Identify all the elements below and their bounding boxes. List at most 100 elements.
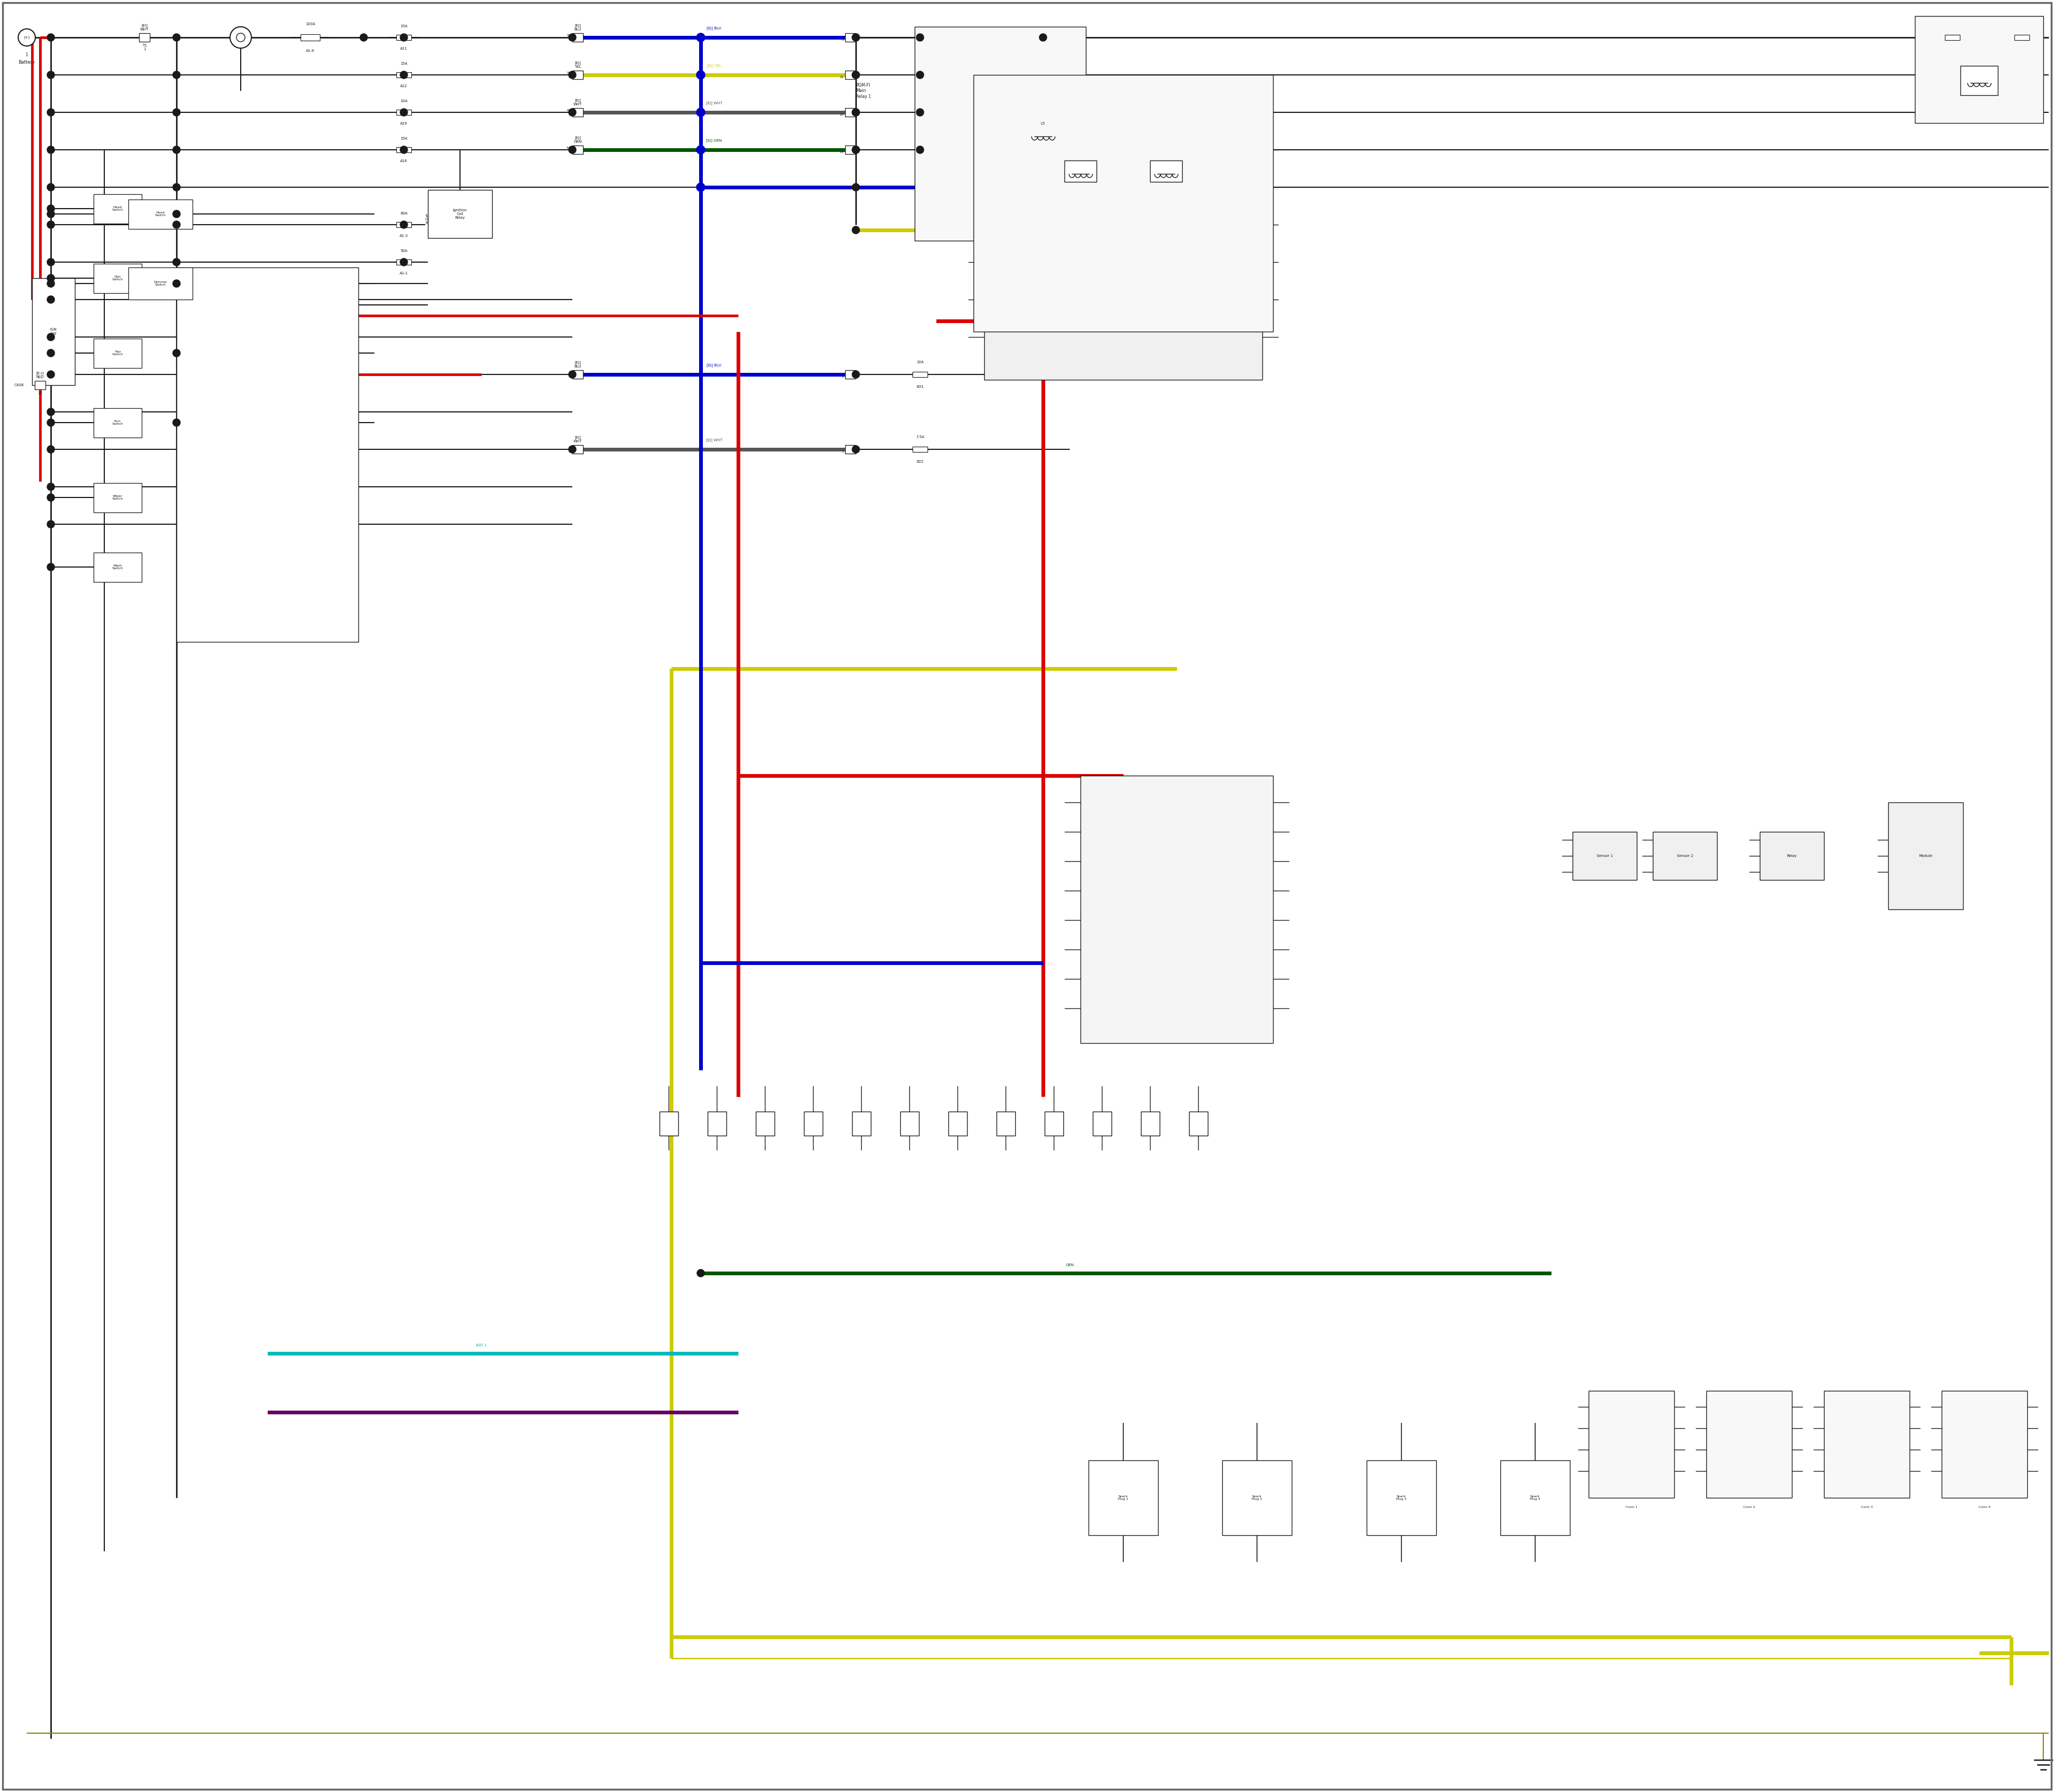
Text: 8: 8 xyxy=(842,38,844,41)
Circle shape xyxy=(47,109,55,116)
Bar xyxy=(127,199,193,229)
Text: B3: B3 xyxy=(1949,48,1955,52)
Text: Head
Switch: Head Switch xyxy=(113,206,123,211)
Circle shape xyxy=(696,145,705,154)
Text: Ignition
Coil
Relay: Ignition Coil Relay xyxy=(425,213,440,224)
Bar xyxy=(396,222,411,228)
Text: A29: A29 xyxy=(401,122,407,125)
Bar xyxy=(94,339,142,367)
Bar xyxy=(844,70,857,79)
Circle shape xyxy=(173,109,181,116)
Bar xyxy=(94,263,142,292)
Circle shape xyxy=(401,34,407,41)
Bar xyxy=(844,444,857,453)
Circle shape xyxy=(47,72,55,79)
Bar xyxy=(396,72,411,77)
Text: B31: B31 xyxy=(916,385,924,389)
Text: 7.5A: 7.5A xyxy=(916,435,924,439)
Bar xyxy=(900,1111,918,1136)
Circle shape xyxy=(569,34,575,41)
Text: Spark
Plug 2: Spark Plug 2 xyxy=(1251,1495,1263,1500)
Bar xyxy=(1914,16,2044,124)
Bar xyxy=(1588,1391,1674,1498)
Circle shape xyxy=(696,70,705,79)
Text: Wash
Switch: Wash Switch xyxy=(113,564,123,570)
Bar xyxy=(1150,161,1183,181)
Text: C408: C408 xyxy=(14,383,25,387)
Bar xyxy=(1945,36,1960,39)
Bar xyxy=(94,194,142,224)
Bar xyxy=(1080,776,1273,1043)
Text: [EJ] YEL: [EJ] YEL xyxy=(707,65,721,68)
Text: Sensor 2: Sensor 2 xyxy=(1676,855,1692,858)
Bar xyxy=(659,1111,678,1136)
Text: Wiper
Switch: Wiper Switch xyxy=(113,495,123,500)
Text: ECU: ECU xyxy=(1171,907,1183,912)
Text: 50A: 50A xyxy=(401,249,407,253)
Text: 10A: 10A xyxy=(1949,23,1955,27)
Text: 10A: 10A xyxy=(916,360,924,364)
Bar xyxy=(996,1111,1015,1136)
Bar xyxy=(396,109,411,115)
Bar xyxy=(1653,831,1717,880)
Bar xyxy=(573,108,583,116)
Bar xyxy=(1888,803,1964,909)
Bar xyxy=(912,446,928,452)
Circle shape xyxy=(47,258,55,265)
Text: 3: 3 xyxy=(569,446,571,448)
Circle shape xyxy=(852,72,859,79)
Text: B4: B4 xyxy=(2019,48,2025,52)
Bar xyxy=(1021,118,1064,151)
Circle shape xyxy=(852,145,859,154)
Bar xyxy=(707,1111,727,1136)
Bar xyxy=(1499,1460,1569,1536)
Text: [EJ] GRN: [EJ] GRN xyxy=(707,138,721,142)
Text: 60: 60 xyxy=(567,109,571,111)
Bar xyxy=(844,34,857,41)
Text: [EI]
WHT: [EI] WHT xyxy=(140,23,148,30)
Text: Spark
Plug 3: Spark Plug 3 xyxy=(1397,1495,1407,1500)
Text: [EJ] WHT: [EJ] WHT xyxy=(707,100,723,106)
Circle shape xyxy=(230,27,251,48)
Circle shape xyxy=(569,371,575,378)
Circle shape xyxy=(47,274,55,281)
Circle shape xyxy=(852,109,859,116)
Circle shape xyxy=(852,183,859,192)
Bar xyxy=(396,260,411,265)
Circle shape xyxy=(696,1269,705,1278)
Bar xyxy=(427,190,493,238)
Bar xyxy=(1140,1111,1158,1136)
Bar xyxy=(300,34,320,41)
Bar xyxy=(756,1111,774,1136)
Bar xyxy=(1707,1391,1791,1498)
Circle shape xyxy=(47,484,55,491)
Text: [EJ] WHT: [EJ] WHT xyxy=(707,439,723,443)
Circle shape xyxy=(173,34,181,41)
Circle shape xyxy=(916,34,924,41)
Bar xyxy=(94,482,142,513)
Circle shape xyxy=(47,349,55,357)
Circle shape xyxy=(173,220,181,228)
Bar xyxy=(140,34,150,41)
Text: A2-1: A2-1 xyxy=(401,272,409,274)
Text: IGN
SW: IGN SW xyxy=(49,328,58,335)
Bar xyxy=(127,267,193,299)
Circle shape xyxy=(47,371,55,378)
Text: A21: A21 xyxy=(401,47,407,50)
Text: [EJ]
BLU: [EJ] BLU xyxy=(575,360,581,367)
Bar xyxy=(1064,161,1097,181)
Circle shape xyxy=(173,183,181,192)
Circle shape xyxy=(173,349,181,357)
Circle shape xyxy=(916,145,924,154)
Text: [E-I]
RED: [E-I] RED xyxy=(37,371,43,378)
Text: L5
4   3
1   2: L5 4 3 1 2 xyxy=(1976,65,1982,73)
Text: 15A: 15A xyxy=(401,63,407,65)
Text: 10A: 10A xyxy=(401,100,407,102)
Circle shape xyxy=(401,145,407,154)
Bar xyxy=(1222,1460,1292,1536)
Text: Module: Module xyxy=(1918,855,1933,858)
Circle shape xyxy=(18,29,35,47)
Text: A1-6: A1-6 xyxy=(306,48,314,52)
Bar xyxy=(1043,1111,1064,1136)
Circle shape xyxy=(852,34,859,41)
